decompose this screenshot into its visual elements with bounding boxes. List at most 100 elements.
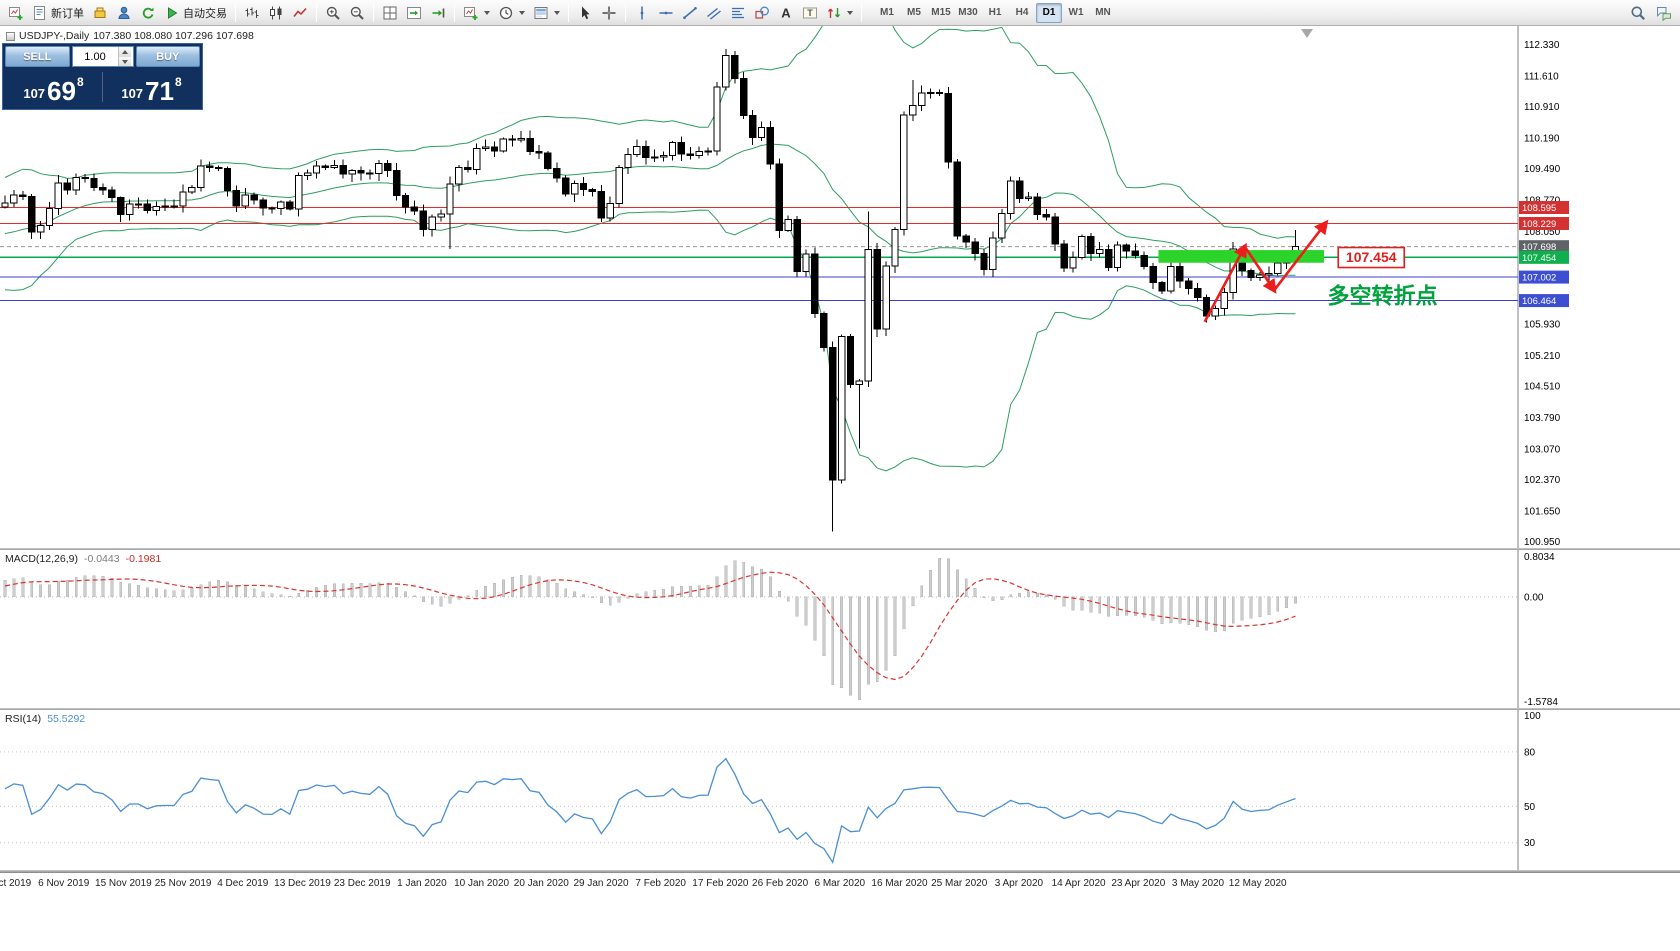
- timeframe-m15-button[interactable]: M15: [928, 3, 954, 23]
- community-button[interactable]: [1652, 2, 1676, 24]
- trend-arrow-2[interactable]: [1243, 245, 1277, 294]
- panel-divider[interactable]: [0, 708, 1680, 710]
- cursor-tool-button[interactable]: [573, 2, 597, 24]
- vertical-line-tool-button[interactable]: [630, 2, 654, 24]
- chart-shift-button[interactable]: [426, 2, 450, 24]
- main-chart-pane[interactable]: 107.454 多空转折点 112.330 111.610 110.910 110.190…: [0, 26, 1680, 548]
- zoom-in-icon: [325, 5, 341, 21]
- text-tool-button[interactable]: A: [774, 2, 798, 24]
- timeframe-m5-button[interactable]: M5: [901, 3, 927, 23]
- auto-scroll-button[interactable]: [402, 2, 426, 24]
- history-center-button[interactable]: [88, 2, 112, 24]
- periods-button[interactable]: [494, 2, 529, 24]
- magnifier-icon: [1630, 5, 1646, 21]
- fibonacci-tool-button[interactable]: [726, 2, 750, 24]
- timeframe-m30-button[interactable]: M30: [955, 3, 981, 23]
- new-chart-menu-button[interactable]: [459, 2, 494, 24]
- auto-trading-button[interactable]: 自动交易: [160, 2, 231, 24]
- symbol-period-label: USDJPY-,Daily: [19, 30, 90, 42]
- line-chart-button[interactable]: [288, 2, 312, 24]
- shapes-icon: [754, 5, 770, 21]
- timeframe-m1-button[interactable]: M1: [874, 3, 900, 23]
- panel-divider[interactable]: [0, 548, 1680, 550]
- refresh-button[interactable]: [136, 2, 160, 24]
- main-chart[interactable]: 107.454 多空转折点 112.330 111.610 110.910 110.190…: [0, 26, 1680, 548]
- date-label: 10 Jan 2020: [454, 878, 510, 889]
- market-watch-button[interactable]: [112, 2, 136, 24]
- toolbar-separator: [373, 3, 374, 22]
- shapes-tool-button[interactable]: [750, 2, 774, 24]
- svg-text:102.370: 102.370: [1524, 475, 1561, 486]
- person-icon: [116, 5, 132, 21]
- gold-icon: [92, 5, 108, 21]
- panel-divider[interactable]: [0, 870, 1680, 872]
- label-tool-button[interactable]: T: [798, 2, 822, 24]
- lot-decrease-button[interactable]: [118, 56, 131, 66]
- trend-arrow-1[interactable]: [1203, 242, 1247, 323]
- new-chart-button[interactable]: [4, 2, 28, 24]
- svg-text:103.790: 103.790: [1524, 413, 1561, 424]
- channel-tool-button[interactable]: [702, 2, 726, 24]
- svg-text:108.595: 108.595: [1522, 203, 1556, 214]
- svg-text:A: A: [781, 5, 791, 20]
- new-order-button[interactable]: 新订单: [28, 2, 88, 24]
- rsi-panel[interactable]: 100 80 50 30: [0, 710, 1680, 870]
- play-icon: [164, 5, 180, 21]
- timeframe-h4-button[interactable]: H4: [1009, 3, 1035, 23]
- zoom-out-button[interactable]: [345, 2, 369, 24]
- chart-icon: [6, 31, 15, 41]
- toolbar: 新订单 自动交易 A T M1 M5 M15 M30 H1 H4 D1 W1 MN: [0, 0, 1680, 26]
- templates-button[interactable]: [529, 2, 564, 24]
- new-order-button-label: 新订单: [51, 7, 84, 20]
- ohlc-values: 107.380 108.080 107.296 107.698: [93, 30, 254, 42]
- svg-text:105.930: 105.930: [1524, 319, 1561, 330]
- chart-header: USDJPY-,Daily 107.380 108.080 107.296 10…: [6, 30, 254, 42]
- annotation-text[interactable]: 多空转折点: [1328, 283, 1438, 308]
- tile-windows-button[interactable]: [378, 2, 402, 24]
- buy-price[interactable]: 107 71 8: [121, 75, 182, 106]
- price-scale[interactable]: 112.330 111.610 110.910 110.190 109.490 108.7…: [1519, 40, 1569, 548]
- trendline-tool-button[interactable]: [678, 2, 702, 24]
- price-callout-box[interactable]: [1337, 246, 1406, 269]
- date-label: 25 Nov 2019: [154, 878, 212, 889]
- bar-chart-button[interactable]: [240, 2, 264, 24]
- price-divider: [102, 72, 103, 102]
- zoom-in-button[interactable]: [321, 2, 345, 24]
- candles-icon: [268, 5, 284, 21]
- sell-price[interactable]: 107 69 8: [23, 75, 84, 106]
- macd-signal-line: [4, 571, 1296, 681]
- lot-increase-button[interactable]: [118, 47, 131, 57]
- macd-pane[interactable]: 0.8034 0.00 -1.5784 MACD(12,26,9) -0.0443 -0…: [0, 550, 1680, 708]
- timeframe-w1-button[interactable]: W1: [1063, 3, 1089, 23]
- fibo-icon: [730, 5, 746, 21]
- date-label: 28 Oct 2019: [0, 878, 32, 889]
- search-button[interactable]: [1626, 2, 1650, 24]
- lot-size-input[interactable]: [72, 47, 118, 66]
- timeframe-h1-button[interactable]: H1: [982, 3, 1008, 23]
- macd-panel[interactable]: 0.8034 0.00 -1.5784: [0, 550, 1680, 708]
- date-label: 13 Dec 2019: [274, 878, 331, 889]
- svg-text:107.454: 107.454: [1346, 249, 1397, 265]
- trend-arrow-3[interactable]: [1273, 219, 1329, 292]
- date-label: 4 Dec 2019: [217, 878, 269, 889]
- toolbar-separator: [568, 3, 569, 22]
- timeframe-mn-button[interactable]: MN: [1090, 3, 1116, 23]
- date-label: 23 Apr 2020: [1111, 878, 1166, 889]
- chart-shift-marker[interactable]: [1301, 29, 1313, 38]
- horizontal-line-tool-button[interactable]: [654, 2, 678, 24]
- buy-button[interactable]: BUY: [135, 46, 200, 67]
- svg-text:108.229: 108.229: [1522, 219, 1556, 230]
- sell-button[interactable]: SELL: [5, 46, 70, 67]
- bars-icon: [244, 5, 260, 21]
- rsi-pane[interactable]: 100 80 50 30 RSI(14) 55.5292: [0, 710, 1680, 870]
- candlestick-chart-button[interactable]: [264, 2, 288, 24]
- svg-text:112.330: 112.330: [1524, 40, 1560, 51]
- toolbar-separator: [625, 3, 626, 22]
- svg-text:50: 50: [1524, 802, 1536, 813]
- candlesticks: [1, 49, 1300, 532]
- date-label: 1 Jan 2020: [397, 878, 447, 889]
- timeframe-d1-button[interactable]: D1: [1036, 2, 1062, 23]
- crosshair-tool-button[interactable]: [597, 2, 621, 24]
- arrows-tool-button[interactable]: [822, 2, 857, 24]
